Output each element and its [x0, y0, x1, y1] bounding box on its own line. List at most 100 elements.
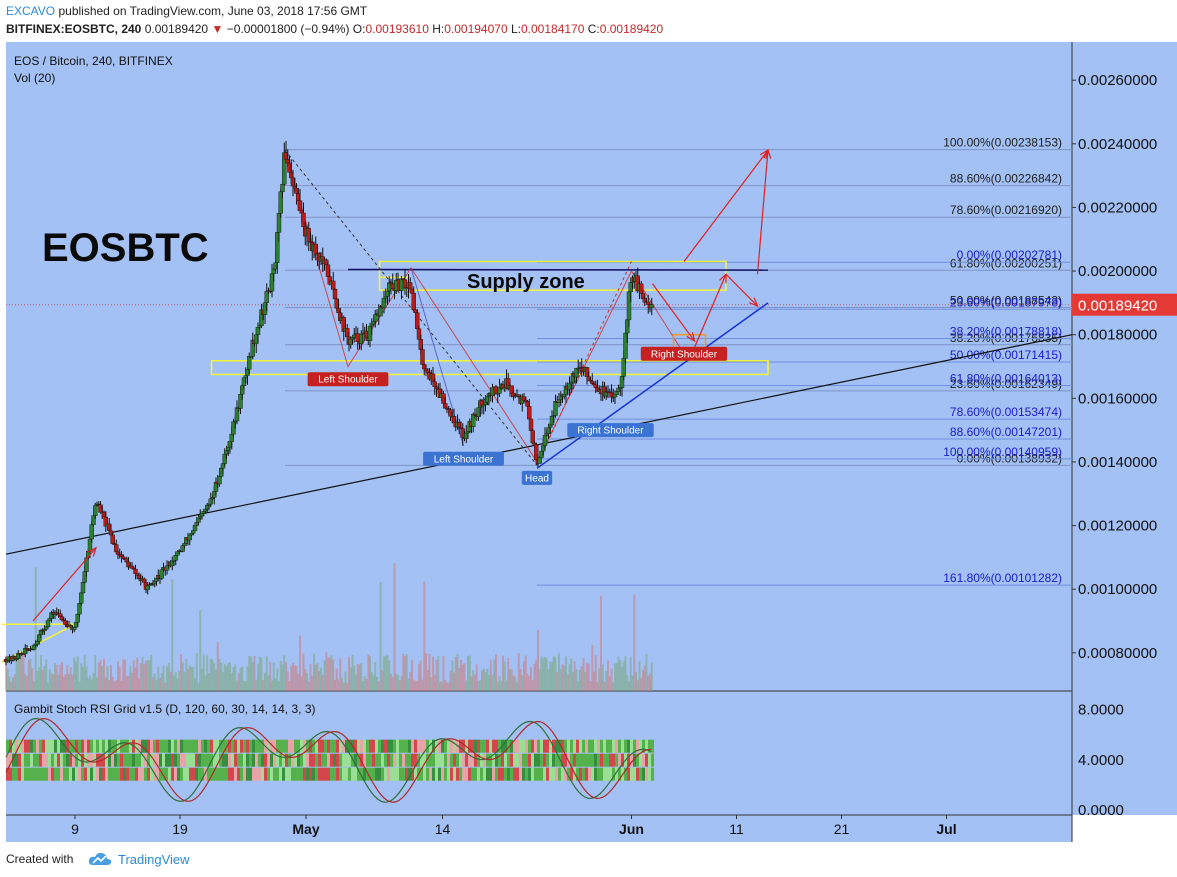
volume-bar	[624, 655, 627, 691]
volume-bar	[465, 680, 468, 691]
rsi-grid-cell	[414, 739, 417, 753]
volume-bar	[272, 662, 275, 691]
rsi-grid-cell	[312, 753, 315, 767]
rsi-grid-cell	[426, 739, 429, 753]
rsi-grid-cell	[432, 739, 435, 753]
volume-bar	[617, 656, 620, 691]
price-tick-label: 0.00100000	[1078, 581, 1157, 598]
rsi-grid-cell	[438, 767, 441, 781]
arrow-alt-target-head	[759, 148, 769, 160]
rsi-grid-cell	[273, 753, 276, 767]
rsi-grid-cell	[249, 753, 252, 767]
rsi-grid-cell	[648, 753, 651, 767]
rsi-grid-cell	[135, 753, 138, 767]
rsi-grid-cell	[156, 739, 159, 753]
pattern-label-box	[521, 470, 553, 485]
rsi-grid-cell	[627, 753, 630, 767]
volume-bar	[348, 656, 350, 691]
volume-bar	[629, 656, 632, 691]
rsi-grid-cell	[288, 753, 291, 767]
rsi-grid-cell	[324, 753, 327, 767]
volume-bar	[250, 656, 252, 691]
volume-bar	[507, 658, 510, 691]
rsi-grid-cell	[504, 739, 507, 753]
volume-bar	[176, 678, 179, 691]
volume-bar	[405, 654, 408, 691]
candle-body	[45, 620, 51, 628]
fib-dark-label: 50.00%(0.00188543)	[950, 294, 1062, 308]
volume-bar	[57, 674, 60, 691]
rsi-grid-cell	[81, 753, 84, 767]
volume-bar	[246, 666, 249, 691]
time-tick-label: 21	[834, 821, 850, 837]
rsi-grid-cell	[567, 767, 570, 781]
rsi-grid-cell	[180, 753, 183, 767]
rsi-grid-cell	[168, 753, 171, 767]
price-tick-label: 0.00180000	[1078, 327, 1157, 344]
author-link[interactable]: EXCAVO	[6, 4, 56, 18]
rsi-grid-cell	[12, 753, 15, 767]
volume-bar	[248, 655, 251, 691]
high-label: H:	[432, 22, 445, 36]
rsi-grid-cell	[363, 753, 366, 767]
rsi-grid-cell	[597, 767, 600, 781]
rsi-grid-cell	[228, 753, 231, 767]
rsi-grid-cell	[477, 767, 480, 781]
time-tick-label: May	[292, 821, 319, 837]
rsi-grid-cell	[618, 767, 621, 781]
volume-bar	[195, 653, 198, 691]
rsi-grid-cell	[507, 739, 510, 753]
rsi-grid-cell	[369, 739, 372, 753]
rsi-grid-cell	[123, 767, 126, 781]
rsi-grid-cell	[162, 767, 165, 781]
price-axis[interactable]: 8.0000 4.0000 0.0000 0.00260000 0.00240000 0.…	[1072, 72, 1177, 819]
pattern-labels: Left Shoulder Left Shoulder Head Right Shou…	[307, 346, 728, 485]
rising-support-line	[536, 302, 769, 469]
rsi-grid-cell	[540, 739, 543, 753]
time-tick-label: 9	[71, 821, 79, 837]
rsi-grid-cell	[282, 767, 285, 781]
rsi-grid-cell	[645, 753, 648, 767]
rsi-grid-cell	[45, 739, 48, 753]
time-axis[interactable]: 9 19 May 14 Jun 11 21 Jul	[71, 815, 957, 837]
rsi-grid-cell	[357, 767, 360, 781]
price-tick-label: 0.00260000	[1078, 72, 1157, 89]
volume-bar	[358, 664, 361, 691]
volume-bar	[157, 666, 160, 691]
volume-bar	[444, 680, 447, 691]
fib-blue-label: 88.60%(0.00147201)	[950, 425, 1062, 439]
rsi-grid-cell	[351, 767, 354, 781]
tradingview-link[interactable]: TradingView	[118, 852, 190, 867]
rsi-grid-cell	[258, 767, 261, 781]
volume-bar	[54, 663, 56, 691]
symbol-name: BITFINEX:EOSBTC, 240	[6, 22, 142, 36]
rsi-grid-cell	[591, 767, 594, 781]
chart-canvas[interactable]: 100.00%(0.00238153) 88.60%(0.00226842) 78.…	[0, 42, 1177, 842]
volume-bar	[332, 659, 335, 691]
rsi-grid-cell	[243, 767, 246, 781]
volume-bar	[642, 670, 644, 691]
candle-body	[80, 581, 86, 594]
rsi-grid-cell	[474, 739, 477, 753]
volume-bar	[162, 665, 165, 691]
rsi-grid-cell	[558, 753, 561, 767]
volume-bar	[13, 674, 16, 691]
rsi-grid-cell	[126, 753, 129, 767]
fib-dark-label: 78.60%(0.00216920)	[950, 203, 1062, 217]
rsi-grid-cell	[288, 767, 291, 781]
close-label: C:	[587, 22, 600, 36]
arrow-to-shoulder	[652, 283, 695, 342]
rsi-grid-cell	[555, 753, 558, 767]
rsi-grid-cell	[57, 739, 60, 753]
rsi-grid-cell	[462, 767, 465, 781]
volume-bar	[568, 664, 571, 691]
rsi-grid-cell	[381, 753, 384, 767]
candle-body	[93, 505, 98, 516]
rsi-grid-cell	[372, 767, 375, 781]
volume-bar	[596, 682, 599, 691]
volume-bar	[125, 675, 128, 691]
rsi-grid-cell	[492, 753, 495, 767]
volume-bar	[551, 661, 553, 691]
rsi-grid-cell	[549, 753, 552, 767]
rsi-grid-cell	[273, 767, 276, 781]
